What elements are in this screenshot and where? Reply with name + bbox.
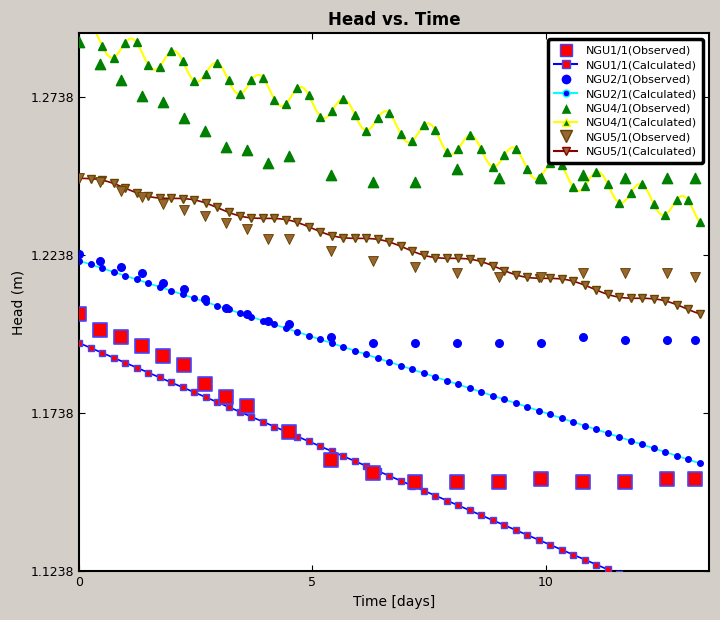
- Point: [220, 218, 232, 228]
- Point: [73, 309, 85, 319]
- Point: [689, 474, 701, 484]
- Point: [367, 177, 379, 187]
- Point: [661, 474, 672, 484]
- Point: [619, 335, 631, 345]
- Point: [493, 272, 505, 281]
- Point: [73, 174, 85, 184]
- Point: [367, 255, 379, 265]
- Point: [115, 75, 127, 85]
- Point: [661, 174, 672, 184]
- Point: [577, 477, 589, 487]
- Point: [409, 477, 420, 487]
- Point: [220, 142, 232, 152]
- Point: [179, 284, 190, 294]
- Title: Head vs. Time: Head vs. Time: [328, 11, 460, 29]
- Point: [619, 477, 631, 487]
- Point: [136, 268, 148, 278]
- Point: [661, 335, 672, 345]
- Point: [262, 157, 274, 167]
- Point: [241, 309, 253, 319]
- Point: [409, 338, 420, 348]
- Point: [367, 467, 379, 477]
- Point: [689, 272, 701, 281]
- Point: [493, 338, 505, 348]
- Point: [535, 474, 546, 484]
- Y-axis label: Head (m): Head (m): [11, 270, 25, 335]
- Point: [94, 255, 106, 265]
- Point: [535, 174, 546, 184]
- Point: [220, 303, 232, 313]
- Point: [619, 268, 631, 278]
- Point: [136, 192, 148, 202]
- Point: [158, 278, 169, 288]
- Point: [535, 272, 546, 281]
- Point: [535, 338, 546, 348]
- Point: [94, 60, 106, 69]
- Point: [283, 151, 294, 161]
- Point: [199, 294, 211, 304]
- Point: [199, 211, 211, 221]
- Point: [451, 268, 463, 278]
- Point: [283, 234, 294, 244]
- Point: [115, 186, 127, 196]
- Point: [451, 477, 463, 487]
- Point: [493, 477, 505, 487]
- Legend: NGU1/1(Observed), NGU1/1(Calculated), NGU2/1(Observed), NGU2/1(Calculated), NGU4: NGU1/1(Observed), NGU1/1(Calculated), NG…: [548, 39, 703, 164]
- Point: [94, 326, 106, 335]
- Point: [493, 174, 505, 184]
- Point: [262, 316, 274, 326]
- Point: [619, 174, 631, 184]
- Point: [283, 319, 294, 329]
- Point: [409, 177, 420, 187]
- Point: [199, 126, 211, 136]
- Point: [179, 113, 190, 123]
- X-axis label: Time [days]: Time [days]: [353, 595, 435, 609]
- Point: [283, 427, 294, 436]
- Point: [115, 262, 127, 272]
- Point: [73, 37, 85, 47]
- Point: [325, 246, 337, 256]
- Point: [158, 97, 169, 107]
- Point: [451, 338, 463, 348]
- Point: [94, 177, 106, 187]
- Point: [136, 91, 148, 101]
- Point: [689, 174, 701, 184]
- Point: [661, 268, 672, 278]
- Point: [241, 224, 253, 234]
- Point: [577, 268, 589, 278]
- Point: [220, 392, 232, 402]
- Point: [367, 338, 379, 348]
- Point: [158, 199, 169, 209]
- Point: [325, 455, 337, 465]
- Point: [241, 401, 253, 411]
- Point: [241, 145, 253, 155]
- Point: [73, 249, 85, 259]
- Point: [451, 164, 463, 174]
- Point: [179, 360, 190, 370]
- Point: [689, 335, 701, 345]
- Point: [158, 351, 169, 361]
- Point: [325, 332, 337, 342]
- Point: [577, 170, 589, 180]
- Point: [409, 262, 420, 272]
- Point: [136, 341, 148, 351]
- Point: [577, 332, 589, 342]
- Point: [179, 205, 190, 215]
- Point: [115, 332, 127, 342]
- Point: [262, 234, 274, 244]
- Point: [325, 170, 337, 180]
- Point: [199, 379, 211, 389]
